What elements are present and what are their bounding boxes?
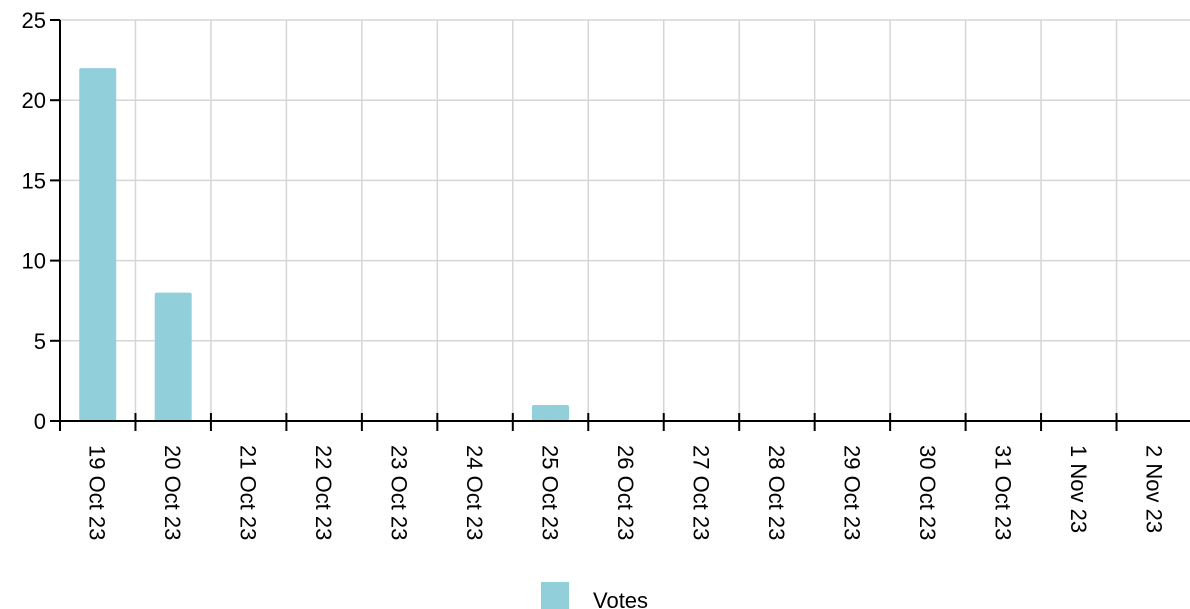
x-tick-label: 2 Nov 23 xyxy=(1141,445,1166,533)
x-tick-label: 24 Oct 23 xyxy=(462,445,487,540)
axes xyxy=(50,19,1190,431)
x-tick-label: 21 Oct 23 xyxy=(236,445,261,540)
x-tick-label: 26 Oct 23 xyxy=(613,445,638,540)
y-tick-label: 10 xyxy=(22,249,46,274)
grid xyxy=(60,19,1190,421)
x-tick-label: 19 Oct 23 xyxy=(85,445,110,540)
y-tick-label: 25 xyxy=(22,8,46,33)
bar-25-oct-23[interactable] xyxy=(532,404,570,421)
y-tick-label: 0 xyxy=(34,409,46,434)
x-tick-label: 22 Oct 23 xyxy=(311,445,336,540)
x-tick-label: 30 Oct 23 xyxy=(915,445,940,540)
y-tick-label: 5 xyxy=(34,329,46,354)
bar-20-oct-23[interactable] xyxy=(154,292,192,421)
x-tick-label: 20 Oct 23 xyxy=(160,445,185,540)
legend-swatch-votes[interactable] xyxy=(541,582,569,609)
x-tick-label: 25 Oct 23 xyxy=(538,445,563,540)
bars xyxy=(79,68,570,422)
y-tick-labels: 0 5 10 15 20 25 xyxy=(22,8,46,434)
y-tick-label: 15 xyxy=(22,168,46,193)
x-tick-label: 29 Oct 23 xyxy=(839,445,864,540)
x-tick-labels: 19 Oct 23 20 Oct 23 21 Oct 23 22 Oct 23 23 O… xyxy=(85,445,1167,540)
x-tick-label: 28 Oct 23 xyxy=(764,445,789,540)
x-tick-label: 31 Oct 23 xyxy=(990,445,1015,540)
x-tick-label: 27 Oct 23 xyxy=(688,445,713,540)
legend[interactable]: Votes xyxy=(541,582,648,609)
x-tick-label: 23 Oct 23 xyxy=(387,445,412,540)
x-tick-label: 1 Nov 23 xyxy=(1066,445,1091,533)
y-tick-label: 20 xyxy=(22,88,46,113)
bar-19-oct-23[interactable] xyxy=(79,68,117,422)
legend-label-votes[interactable]: Votes xyxy=(593,588,648,609)
